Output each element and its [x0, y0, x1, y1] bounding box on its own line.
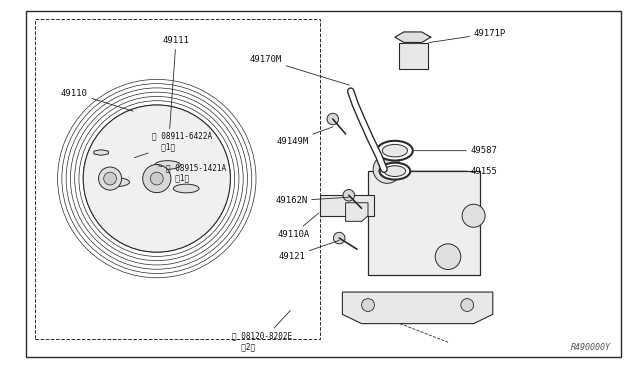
Ellipse shape	[327, 113, 339, 125]
Text: R490000Y: R490000Y	[571, 343, 611, 352]
Ellipse shape	[384, 166, 406, 176]
Text: Ⓑ 08120-8202E
  （2）: Ⓑ 08120-8202E （2）	[232, 311, 292, 351]
Ellipse shape	[435, 244, 461, 269]
Ellipse shape	[380, 163, 410, 180]
Ellipse shape	[373, 155, 401, 183]
Ellipse shape	[377, 141, 413, 160]
Ellipse shape	[333, 232, 345, 244]
Ellipse shape	[104, 172, 116, 185]
Text: 49121: 49121	[278, 240, 339, 261]
Text: 49170M: 49170M	[250, 55, 349, 85]
Text: 49149M: 49149M	[276, 127, 333, 146]
Text: 49587: 49587	[414, 146, 497, 155]
Polygon shape	[346, 203, 368, 221]
Text: Ⓝ 08911-6422A
  （1）: Ⓝ 08911-6422A （1）	[134, 132, 212, 158]
Text: Ⓜ 08915-1421A
  （1）: Ⓜ 08915-1421A （1）	[158, 163, 227, 183]
Text: 49162N: 49162N	[275, 196, 349, 205]
Polygon shape	[94, 150, 108, 155]
Ellipse shape	[143, 164, 171, 193]
Text: 49155: 49155	[412, 167, 497, 176]
Bar	[368, 171, 480, 275]
Ellipse shape	[99, 167, 122, 190]
Bar	[320, 195, 374, 216]
Ellipse shape	[461, 299, 474, 311]
Bar	[35, 19, 320, 339]
Text: 49171P: 49171P	[429, 29, 506, 42]
Ellipse shape	[104, 178, 129, 186]
Ellipse shape	[462, 204, 485, 227]
Ellipse shape	[343, 190, 355, 201]
Text: 49110A: 49110A	[277, 213, 319, 239]
Polygon shape	[395, 32, 431, 42]
Bar	[399, 43, 428, 69]
Ellipse shape	[150, 172, 163, 185]
Ellipse shape	[362, 299, 374, 311]
Text: 49110: 49110	[61, 89, 133, 111]
Ellipse shape	[83, 105, 230, 252]
Polygon shape	[342, 292, 493, 324]
Text: 49111: 49111	[163, 36, 189, 129]
Ellipse shape	[155, 161, 180, 169]
Ellipse shape	[382, 144, 408, 157]
Ellipse shape	[173, 184, 199, 193]
